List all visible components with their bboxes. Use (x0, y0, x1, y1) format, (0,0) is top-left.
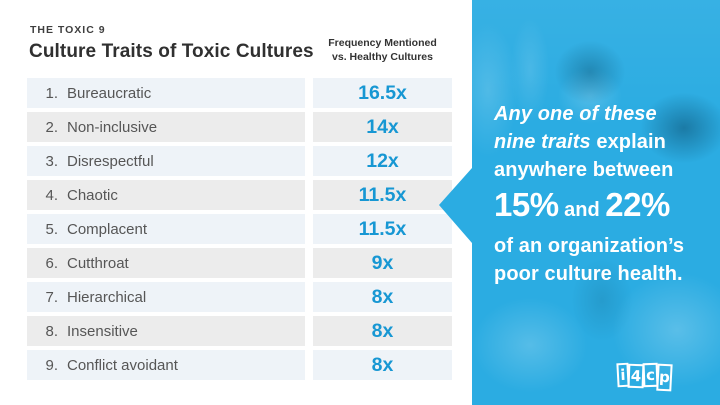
trait-label: Hierarchical (67, 288, 147, 306)
toxic-traits-table: 1. Bureaucratic 16.5x 2. Non-inclusive 1… (27, 78, 452, 384)
callout-line2-rest: explain (590, 131, 666, 153)
logo-letter-p: p (656, 363, 673, 392)
frequency-value: 11.5x (313, 180, 452, 210)
frequency-value: 14x (313, 112, 452, 142)
trait-rank: 9. (45, 356, 58, 374)
table-row: 5. Complacent 11.5x (27, 214, 452, 244)
trait-rank: 7. (45, 288, 58, 306)
callout-line2: nine traits explain (494, 128, 710, 156)
stat-conjunction: and (558, 199, 606, 221)
frequency-column-header-line1: Frequency Mentioned (328, 37, 437, 49)
callout-line2-italic: nine traits (494, 131, 591, 153)
background-photo (472, 0, 720, 405)
i4cp-logo: i 4 c p (616, 362, 673, 392)
trait-rank: 8. (45, 322, 58, 340)
frequency-value: 9x (313, 248, 452, 278)
table-row: 7. Hierarchical 8x (27, 282, 452, 312)
callout-line3: anywhere between (494, 159, 674, 181)
stat-high: 22% (605, 186, 670, 223)
table-row: 2. Non-inclusive 14x (27, 112, 452, 142)
table-row: 6. Cutthroat 9x (27, 248, 452, 278)
trait-cell: 1. Bureaucratic (27, 78, 305, 108)
callout-line1-italic: Any one of these (494, 103, 657, 125)
frequency-value: 12x (313, 146, 452, 176)
trait-rank: 1. (45, 84, 58, 102)
trait-label: Bureaucratic (67, 84, 152, 102)
callout-line6: poor culture health. (494, 263, 683, 285)
table-row: 4. Chaotic 11.5x (27, 180, 452, 210)
frequency-value: 8x (313, 316, 452, 346)
trait-cell: 3. Disrespectful (27, 146, 305, 176)
callout-stat-line: 15% and 22% (494, 185, 710, 230)
trait-label: Cutthroat (67, 254, 129, 272)
trait-rank: 2. (45, 118, 58, 136)
trait-cell: 6. Cutthroat (27, 248, 305, 278)
frequency-value: 8x (313, 282, 452, 312)
trait-rank: 4. (45, 186, 58, 204)
trait-cell: 5. Complacent (27, 214, 305, 244)
trait-rank: 6. (45, 254, 58, 272)
page-title: Culture Traits of Toxic Cultures (29, 41, 314, 62)
kicker-label: THE TOXIC 9 (30, 24, 106, 36)
table-row: 9. Conflict avoidant 8x (27, 350, 452, 380)
trait-rank: 5. (45, 220, 58, 238)
left-pointer-arrow (439, 168, 472, 243)
trait-rank: 3. (45, 152, 58, 170)
frequency-value: 8x (313, 350, 452, 380)
trait-label: Chaotic (67, 186, 118, 204)
callout-text: Any one of these nine traits explain any… (494, 100, 710, 288)
callout-line5: of an organization’s (494, 235, 685, 257)
stat-low: 15% (494, 186, 559, 223)
frequency-column-header-line2: vs. Healthy Cultures (332, 50, 433, 63)
trait-label: Disrespectful (67, 152, 154, 170)
trait-cell: 4. Chaotic (27, 180, 305, 210)
trait-cell: 2. Non-inclusive (27, 112, 305, 142)
trait-label: Conflict avoidant (67, 356, 178, 374)
frequency-column-header: Frequency Mentioned vs. Healthy Cultures (313, 37, 452, 64)
frequency-value: 11.5x (313, 214, 452, 244)
callout-line1: Any one of these (494, 100, 710, 128)
trait-label: Complacent (67, 220, 148, 238)
trait-cell: 9. Conflict avoidant (27, 350, 305, 380)
table-row: 1. Bureaucratic 16.5x (27, 78, 452, 108)
table-row: 8. Insensitive 8x (27, 316, 452, 346)
frequency-value: 16.5x (313, 78, 452, 108)
callout-panel: Any one of these nine traits explain any… (439, 0, 720, 405)
trait-cell: 7. Hierarchical (27, 282, 305, 312)
table-row: 3. Disrespectful 12x (27, 146, 452, 176)
trait-label: Non-inclusive (67, 118, 158, 136)
trait-label: Insensitive (67, 322, 138, 340)
trait-cell: 8. Insensitive (27, 316, 305, 346)
